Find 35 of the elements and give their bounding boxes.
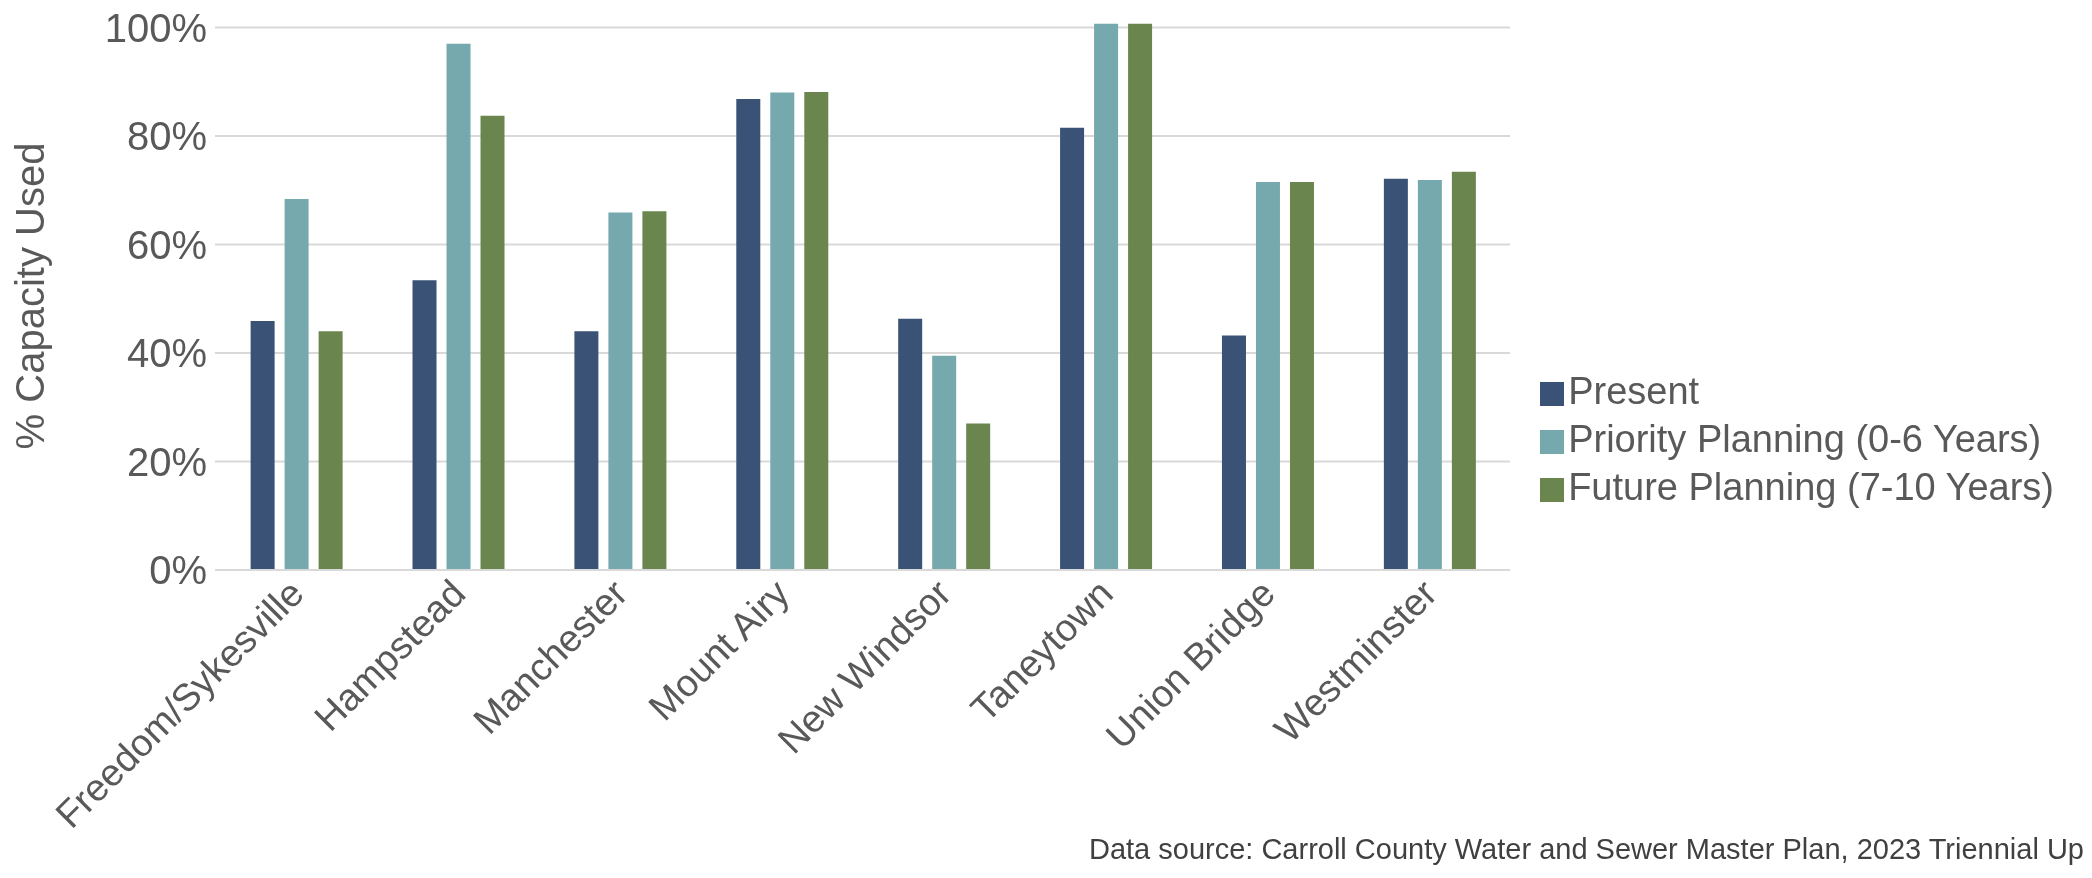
bar [1060, 127, 1085, 570]
bar [1128, 23, 1153, 570]
y-tick-label: 40% [126, 331, 207, 376]
bar [412, 280, 437, 570]
bar [966, 423, 991, 570]
bar [574, 331, 599, 570]
bar [736, 99, 761, 570]
y-tick-label: 100% [104, 5, 207, 50]
bar [770, 92, 795, 570]
bar [1094, 23, 1119, 570]
bar [1383, 178, 1408, 570]
bar [804, 91, 829, 570]
y-tick-label: 0% [149, 548, 207, 593]
y-tick-label: 20% [126, 439, 207, 484]
bar [932, 355, 957, 570]
bar [1255, 182, 1280, 570]
y-axis-title: % Capacity Used [8, 142, 53, 450]
bar [1451, 171, 1476, 570]
bar [1417, 179, 1442, 570]
source-note: Data source: Carroll County Water and Sewer Master Plan, 2023 Triennial Up [1088, 833, 2084, 866]
legend-label: Future Planning (7-10 Years) [1568, 466, 2054, 508]
bar [608, 212, 633, 570]
legend-label: Present [1568, 370, 1700, 412]
bar [1221, 335, 1246, 570]
bar [284, 198, 309, 570]
bar [898, 318, 923, 570]
bar [318, 331, 343, 570]
bar [1289, 182, 1314, 570]
bar [446, 43, 471, 570]
bar [480, 115, 505, 570]
y-tick-label: 60% [126, 222, 207, 267]
y-tick-label: 80% [126, 114, 207, 159]
bar [250, 320, 275, 570]
legend-label: Priority Planning (0-6 Years) [1568, 418, 2042, 460]
bar [642, 211, 667, 570]
